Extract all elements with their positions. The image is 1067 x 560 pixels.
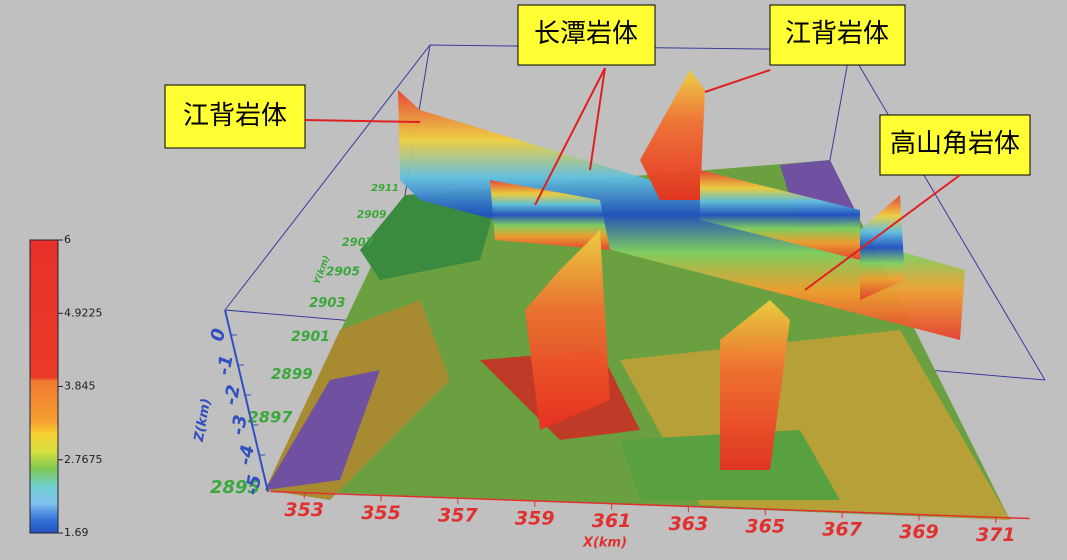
- y-tick-label: 2899: [271, 365, 313, 383]
- annotation-box: [517, 4, 656, 66]
- y-tick-label: 2907: [342, 235, 374, 249]
- annotation: 长潭岩体: [534, 19, 638, 49]
- annotation: 江背岩体: [183, 101, 287, 131]
- z-tick-label: -1: [213, 353, 237, 376]
- x-tick-label: 369: [899, 521, 939, 543]
- y-tick-label: 2901: [291, 329, 330, 345]
- x-axis-label: X(km): [582, 536, 627, 551]
- x-axis: [270, 490, 1030, 520]
- colorbar-label: 3.845: [64, 380, 96, 393]
- x-tick-label: 367: [822, 518, 862, 540]
- z-axis-label: Z(km): [192, 397, 215, 443]
- z-tick-label: -2: [221, 383, 245, 406]
- annotations: 江背岩体 长潭岩体 江背岩体 高山角岩体: [164, 4, 1031, 291]
- x-tick-label: 355: [361, 502, 401, 524]
- z-tick-label: -5: [242, 473, 266, 496]
- colorbar: [29, 239, 59, 534]
- annotation-box: [164, 84, 306, 149]
- annotation-box: [879, 114, 1031, 176]
- x-tick-label: 359: [515, 507, 555, 529]
- annotation: 江背岩体: [785, 19, 889, 49]
- colorbar-label: 6: [64, 233, 71, 246]
- y-tick-label: 2895: [210, 477, 260, 498]
- z-tick-label: 0: [207, 327, 230, 343]
- y-tick-label: 2903: [309, 296, 345, 311]
- y-tick-label: 2911: [371, 183, 399, 194]
- x-tick-label: 371: [976, 524, 1016, 546]
- z-tick-label: -4: [235, 443, 259, 466]
- x-tick-label: 365: [745, 516, 785, 538]
- z-axis: [224, 309, 269, 493]
- x-tick-label: 363: [669, 513, 709, 535]
- annotation-box: [769, 4, 906, 66]
- annotation: 高山角岩体: [890, 129, 1020, 159]
- colorbar-label: 2.7675: [64, 453, 103, 466]
- z-tick-label: -3: [228, 413, 252, 436]
- x-tick-label: 361: [592, 510, 632, 532]
- colorbar-label: 1.69: [64, 526, 89, 539]
- colorbar-label: 4.9225: [64, 306, 103, 319]
- arrows: [304, 67, 961, 291]
- y-tick-label: 2909: [357, 208, 387, 221]
- y-tick-label: 2897: [248, 408, 294, 427]
- x-tick-label: 353: [284, 499, 324, 521]
- y-tick-label: 2905: [326, 265, 360, 279]
- x-tick-label: 357: [438, 505, 478, 527]
